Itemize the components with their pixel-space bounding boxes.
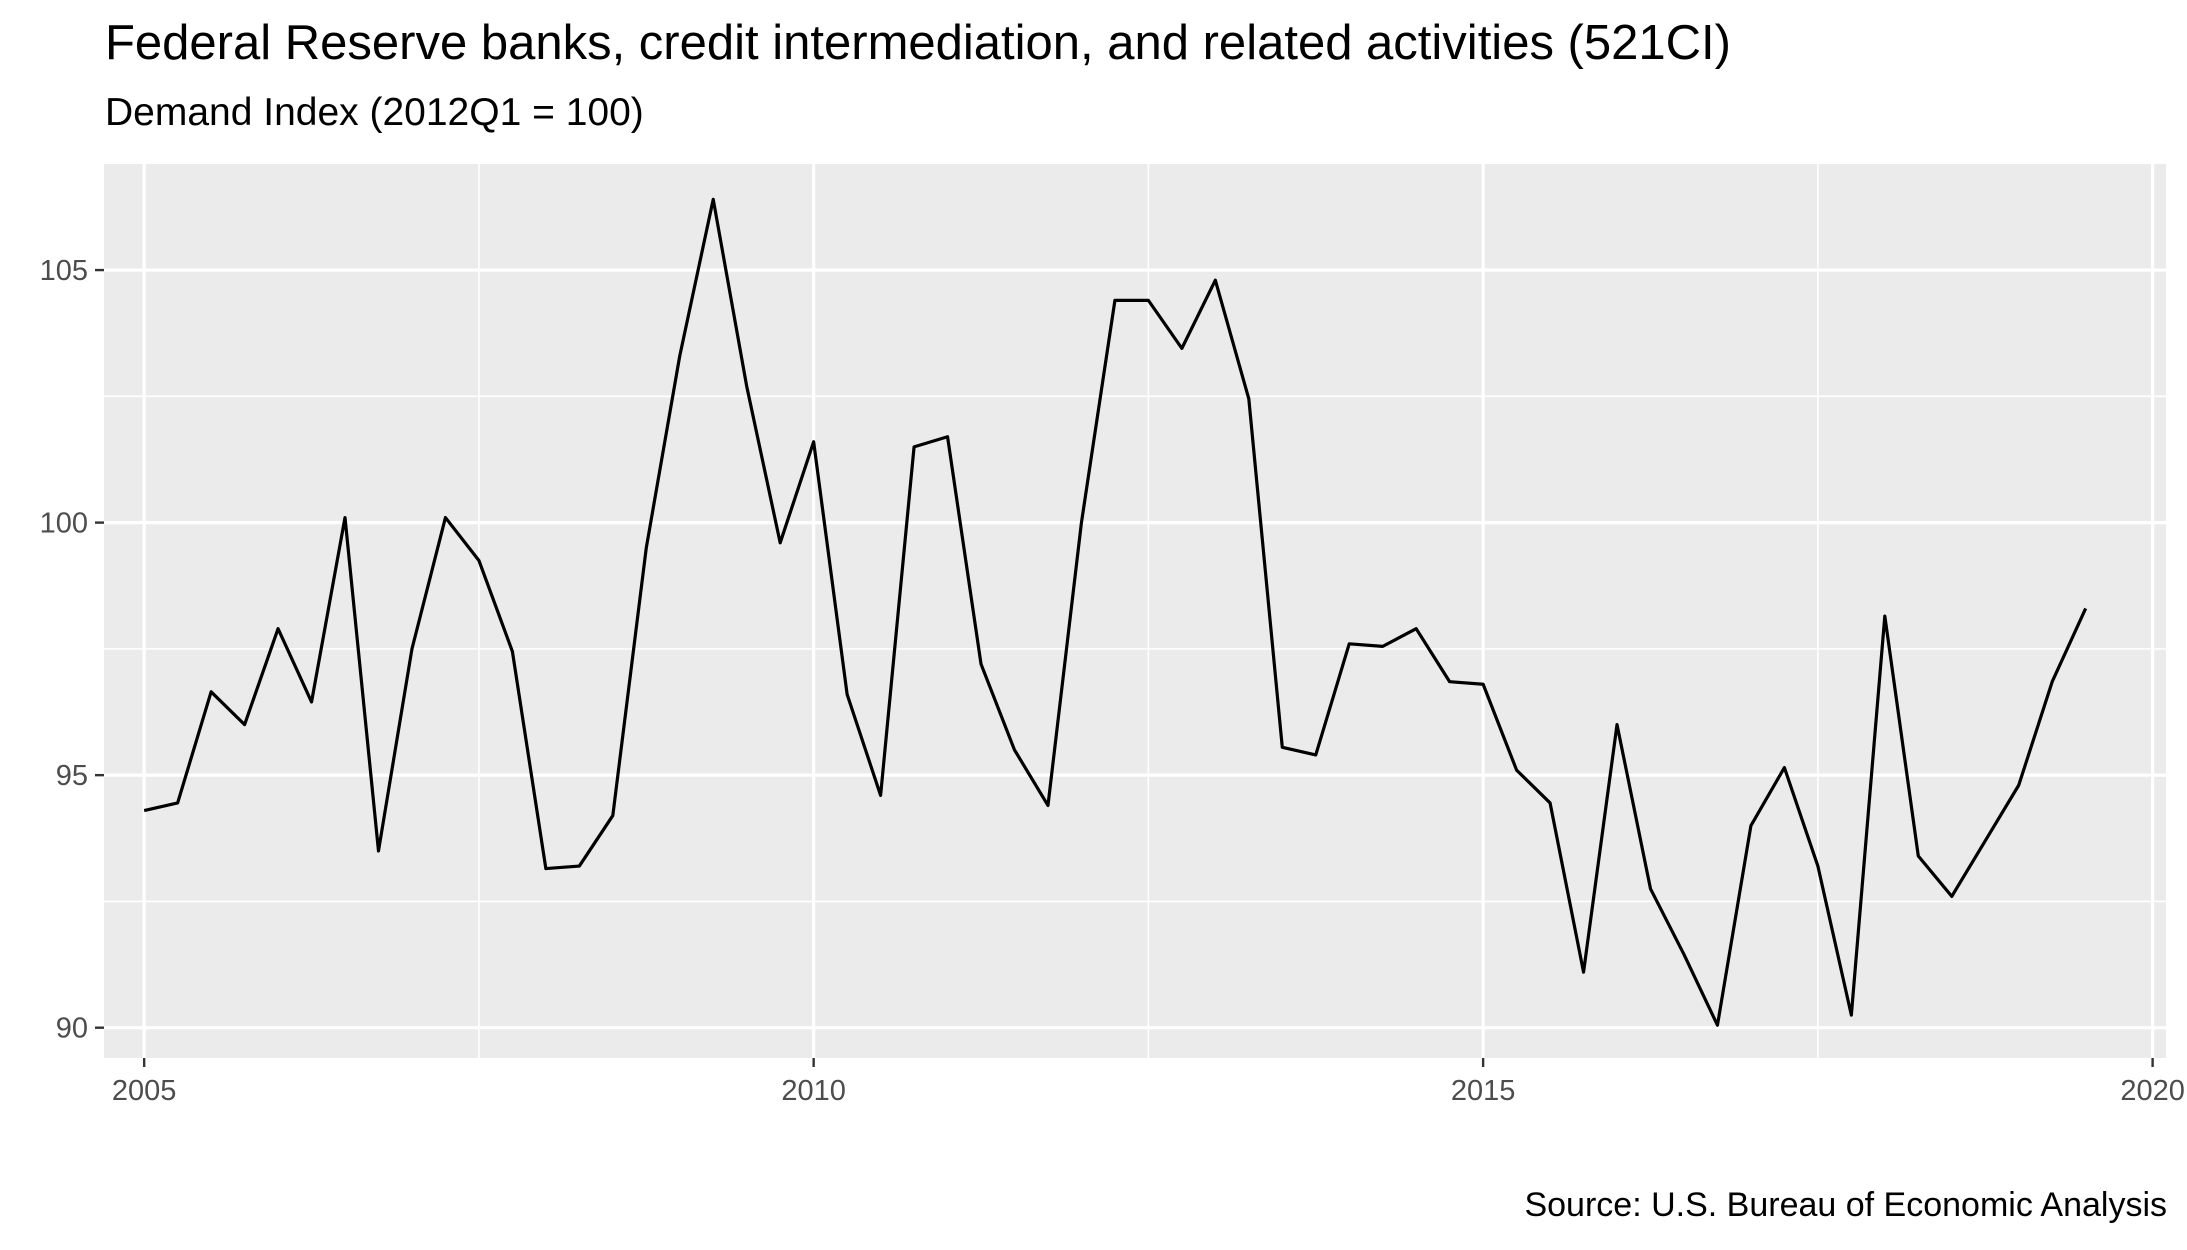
chart-subtitle: Demand Index (2012Q1 = 100) (105, 91, 644, 134)
series-line (143, 197, 2088, 1027)
chart-caption: Source: U.S. Bureau of Economic Analysis (1524, 1186, 2167, 1224)
y-tick-label: 100 (40, 508, 88, 540)
x-axis: 2005 2010 2015 2020 (112, 1058, 2185, 1107)
series-layer (143, 197, 2088, 1027)
plot-panel (104, 164, 2166, 1058)
y-tick-label: 90 (56, 1013, 88, 1045)
x-tick-label: 2020 (2120, 1075, 2185, 1107)
y-tick-label: 95 (56, 760, 88, 792)
minor-gridlines (104, 164, 2166, 1058)
x-tick-label: 2005 (112, 1075, 177, 1107)
x-tick-label: 2015 (1451, 1075, 1516, 1107)
chart-title: Federal Reserve banks, credit intermedia… (105, 16, 1731, 70)
y-axis: 90 95 100 105 (40, 255, 104, 1045)
x-tick-label: 2010 (781, 1075, 846, 1107)
y-tick-label: 105 (40, 255, 88, 287)
